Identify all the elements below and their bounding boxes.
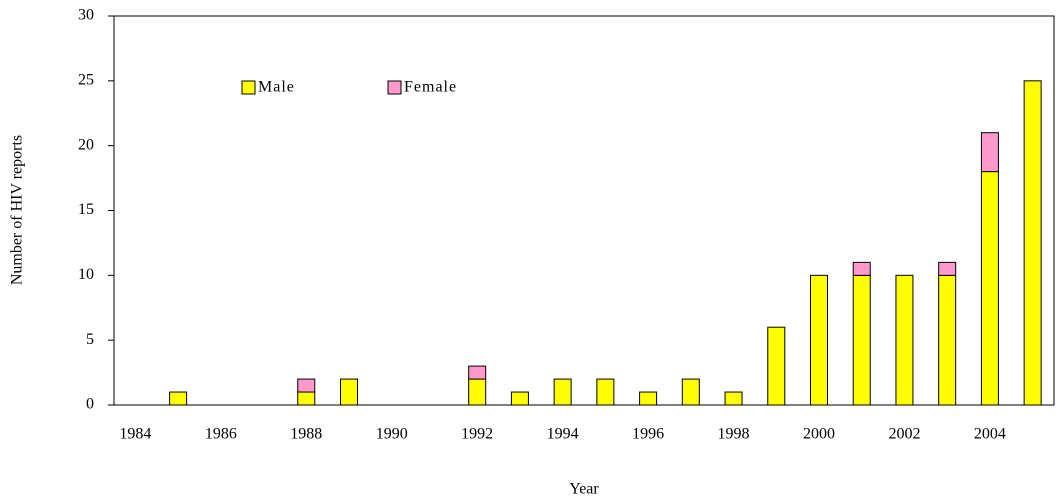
bar-segment	[340, 378, 358, 406]
bar-segment	[724, 391, 743, 406]
x-tick-label: 2002	[888, 426, 920, 443]
legend-label: Female	[404, 79, 457, 96]
bar-segment	[169, 391, 188, 406]
y-tick-label: 20	[78, 136, 94, 153]
bar-segment	[468, 378, 487, 406]
bar-segment	[980, 171, 999, 406]
bar-segment	[852, 274, 871, 406]
x-tick-label: 1986	[205, 426, 237, 443]
x-tick-label: 1992	[461, 426, 493, 443]
bar-segment	[810, 274, 828, 406]
y-tick-label: 30	[78, 7, 94, 24]
x-axis-label: Year	[569, 481, 599, 498]
bar-segment	[1023, 80, 1042, 406]
x-tick-label: 2000	[803, 426, 835, 443]
x-tick-label: 1984	[119, 426, 151, 443]
y-axis-label: Number of HIV reports	[9, 135, 26, 285]
bar-segment	[468, 365, 487, 380]
bar-segment	[297, 378, 316, 393]
bar-segment	[510, 391, 529, 406]
x-tick-label: 1996	[632, 426, 664, 443]
bar-segment	[553, 378, 572, 406]
legend-label: Male	[258, 79, 295, 96]
y-tick-label: 15	[78, 201, 94, 218]
y-tick-label: 25	[78, 72, 94, 89]
y-tick-label: 5	[86, 331, 94, 348]
x-tick-label: 1994	[547, 426, 579, 443]
bar-segment	[980, 132, 999, 173]
bar-segment	[767, 326, 786, 406]
x-tick-label: 1988	[290, 426, 322, 443]
x-tick-label: 1998	[718, 426, 750, 443]
bar-segment	[596, 378, 615, 406]
bar-segment	[852, 261, 871, 276]
bar-segment	[297, 391, 316, 406]
y-tick-label: 10	[78, 266, 94, 283]
x-tick-label: 2004	[974, 426, 1006, 443]
x-tick-label: 1990	[376, 426, 408, 443]
bar-segment	[681, 378, 700, 406]
plot-frame	[113, 15, 1055, 406]
bar-segment	[639, 391, 658, 406]
legend-swatch	[387, 80, 402, 95]
bar-segment	[938, 261, 957, 276]
bar-segment	[895, 274, 914, 406]
bar-segment	[938, 274, 957, 406]
y-tick-label: 0	[86, 396, 94, 413]
legend-swatch	[241, 80, 256, 95]
